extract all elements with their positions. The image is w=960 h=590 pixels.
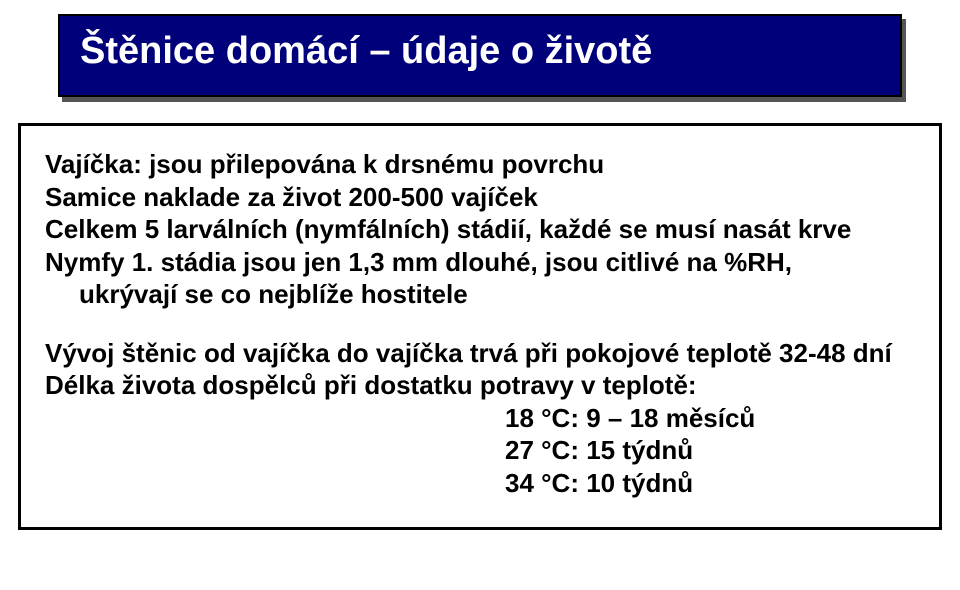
line-nymphs: Nymfy 1. stádia jsou jen 1,3 mm dlouhé, …	[45, 246, 915, 279]
line-female: Samice naklade za život 200-500 vajíček	[45, 181, 915, 214]
line-lifespan-intro: Délka života dospělců při dostatku potra…	[45, 369, 915, 402]
slide-title: Štěnice domácí – údaje o životě	[80, 30, 652, 72]
line-development: Vývoj štěnic od vajíčka do vajíčka trvá …	[45, 337, 915, 370]
line-nymphs-cont: ukrývají se co nejblíže hostitele	[45, 278, 915, 311]
paragraph-gap	[45, 311, 915, 337]
line-eggs: Vajíčka: jsou přilepována k drsnému povr…	[45, 148, 915, 181]
content-box: Vajíčka: jsou přilepována k drsnému povr…	[18, 123, 942, 530]
line-temp-27: 27 °C: 15 týdnů	[45, 434, 915, 467]
line-stages: Celkem 5 larválních (nymfálních) stádií,…	[45, 213, 915, 246]
line-temp-18: 18 °C: 9 – 18 měsíců	[45, 402, 915, 435]
title-box: Štěnice domácí – údaje o životě	[58, 14, 902, 97]
line-temp-34: 34 °C: 10 týdnů	[45, 467, 915, 500]
slide: Štěnice domácí – údaje o životě Vajíčka:…	[0, 0, 960, 590]
